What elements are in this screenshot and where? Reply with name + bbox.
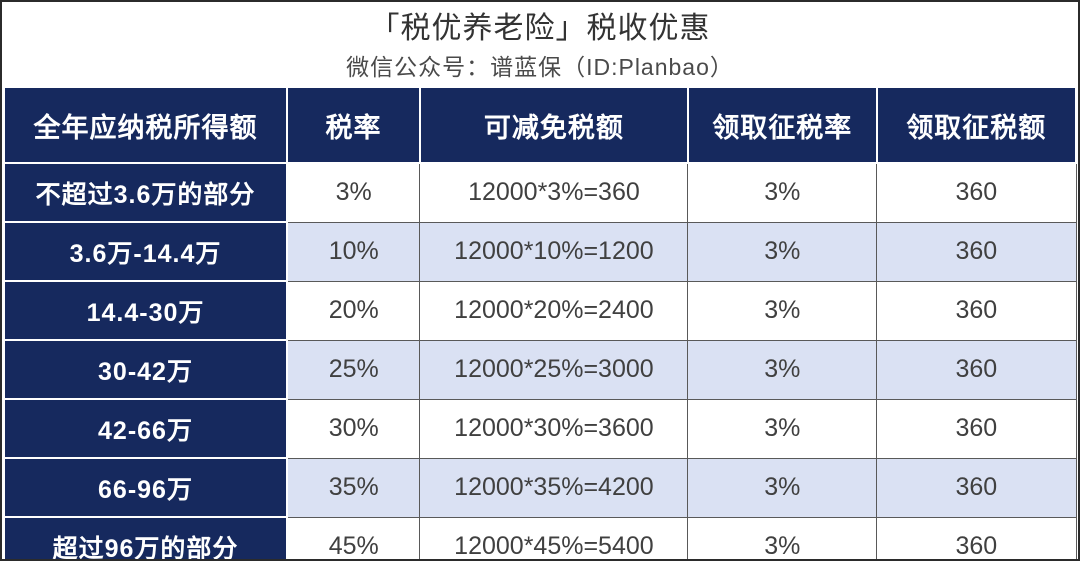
cell-tax-rate: 30% [286, 398, 421, 459]
cell-deductible-amount: 12000*35%=4200 [419, 457, 689, 518]
table-header: 全年应纳税所得额 税率 可减免税额 领取征税率 领取征税额 [3, 86, 1078, 164]
cell-income-range: 3.6万-14.4万 [3, 221, 288, 282]
cell-withdrawal-tax-amount: 360 [876, 516, 1077, 559]
cell-tax-rate: 45% [286, 516, 421, 559]
cell-withdrawal-tax-amount: 360 [876, 280, 1077, 341]
table-row: 42-66万 30% 12000*30%=3600 3% 360 [3, 398, 1077, 459]
title-block: 「税优养老险」税收优惠 微信公众号：谱蓝保（ID:Planbao） [2, 2, 1078, 86]
table-row: 30-42万 25% 12000*25%=3000 3% 360 [3, 339, 1077, 400]
cell-withdrawal-tax-rate: 3% [687, 339, 878, 400]
page-subtitle: 微信公众号：谱蓝保（ID:Planbao） [346, 54, 734, 80]
cell-income-range: 42-66万 [3, 398, 288, 459]
col-header-income-range: 全年应纳税所得额 [3, 86, 288, 164]
cell-withdrawal-tax-rate: 3% [687, 280, 878, 341]
cell-tax-rate: 3% [286, 162, 421, 223]
cell-deductible-amount: 12000*3%=360 [419, 162, 689, 223]
cell-withdrawal-tax-amount: 360 [876, 457, 1077, 518]
cell-withdrawal-tax-amount: 360 [876, 162, 1077, 223]
cell-withdrawal-tax-rate: 3% [687, 457, 878, 518]
cell-deductible-amount: 12000*25%=3000 [419, 339, 689, 400]
cell-deductible-amount: 12000*20%=2400 [419, 280, 689, 341]
table-body: 不超过3.6万的部分 3% 12000*3%=360 3% 360 3.6万-14.4万 1… [3, 162, 1077, 559]
cell-income-range: 14.4-30万 [3, 280, 288, 341]
page-title: 「税优养老险」税收优惠 [369, 12, 711, 45]
cell-withdrawal-tax-rate: 3% [687, 398, 878, 459]
table-row: 66-96万 35% 12000*35%=4200 3% 360 [3, 457, 1077, 518]
col-header-withdrawal-tax-amount: 领取征税额 [875, 86, 1078, 164]
cell-withdrawal-tax-rate: 3% [687, 221, 878, 282]
table-row: 14.4-30万 20% 12000*20%=2400 3% 360 [3, 280, 1077, 341]
cell-deductible-amount: 12000*45%=5400 [419, 516, 689, 559]
cell-withdrawal-tax-amount: 360 [876, 221, 1077, 282]
table-row: 超过96万的部分 45% 12000*45%=5400 3% 360 [3, 516, 1077, 559]
cell-tax-rate: 25% [286, 339, 421, 400]
cell-withdrawal-tax-amount: 360 [876, 398, 1077, 459]
cell-deductible-amount: 12000*30%=3600 [419, 398, 689, 459]
cell-deductible-amount: 12000*10%=1200 [419, 221, 689, 282]
cell-income-range: 30-42万 [3, 339, 288, 400]
cell-income-range: 超过96万的部分 [3, 516, 288, 559]
table-row: 3.6万-14.4万 10% 12000*10%=1200 3% 360 [3, 221, 1077, 282]
table-row: 不超过3.6万的部分 3% 12000*3%=360 3% 360 [3, 162, 1077, 223]
cell-income-range: 不超过3.6万的部分 [3, 162, 288, 223]
cell-tax-rate: 20% [286, 280, 421, 341]
col-header-withdrawal-tax-rate: 领取征税率 [686, 86, 878, 164]
header-row: 全年应纳税所得额 税率 可减免税额 领取征税率 领取征税额 [3, 86, 1078, 164]
cell-tax-rate: 10% [286, 221, 421, 282]
col-header-tax-rate: 税率 [286, 86, 421, 164]
col-header-deductible-amount: 可减免税额 [418, 86, 689, 164]
cell-withdrawal-tax-rate: 3% [687, 516, 878, 559]
tax-benefit-table: 全年应纳税所得额 税率 可减免税额 领取征税率 领取征税额 不超过3.6万的部分… [3, 86, 1078, 559]
cell-income-range: 66-96万 [3, 457, 288, 518]
cell-withdrawal-tax-amount: 360 [876, 339, 1077, 400]
cell-tax-rate: 35% [286, 457, 421, 518]
cell-withdrawal-tax-rate: 3% [687, 162, 878, 223]
